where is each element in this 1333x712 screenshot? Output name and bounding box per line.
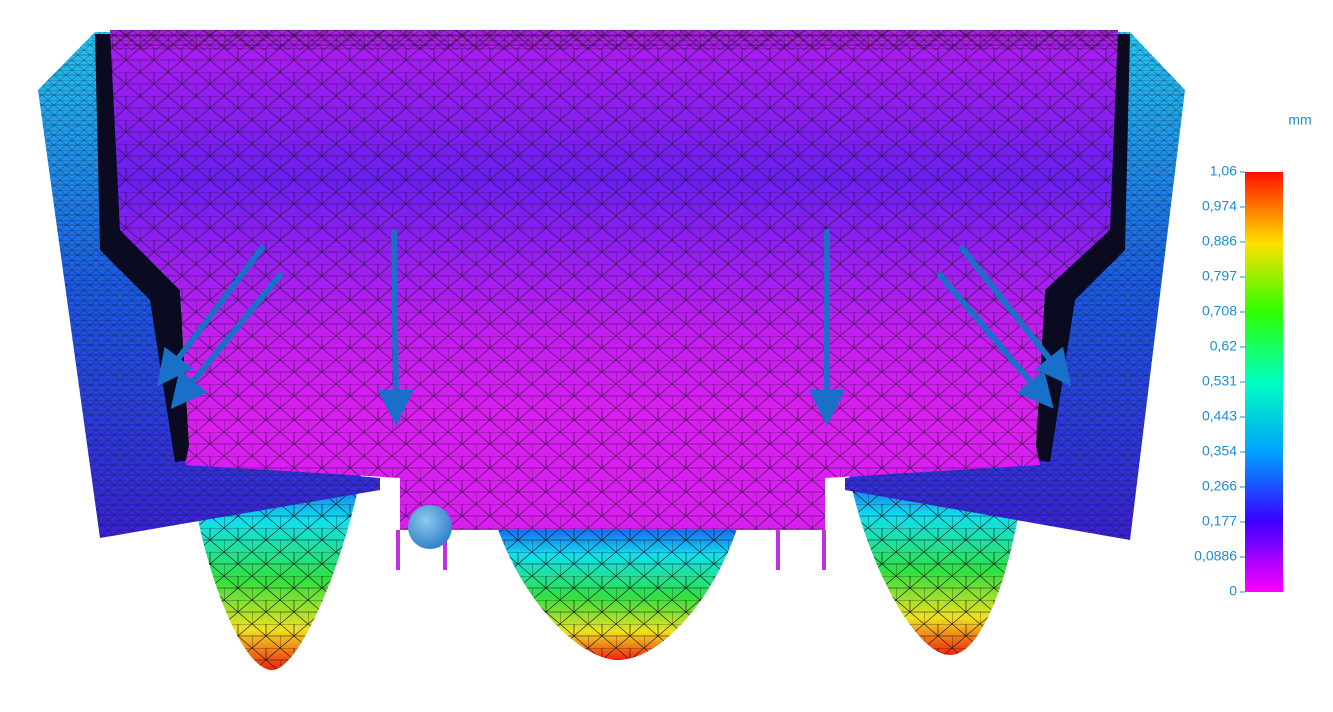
- mesh: [495, 520, 740, 660]
- legend-unit: mm: [1288, 112, 1311, 128]
- model: [38, 30, 1185, 670]
- legend-label: 0,0886: [1194, 548, 1237, 564]
- result-view: mm 1,06 0,974 0,886 0,797 0,708 0,62 0,531 0,44…: [0, 0, 1333, 707]
- sphere: [408, 505, 452, 549]
- legend-label: 0,797: [1202, 268, 1237, 284]
- color-legend: mm 1,06 0,974 0,886 0,797 0,708 0,62 0,531 0,44…: [1194, 112, 1311, 599]
- mesh: [110, 30, 1118, 530]
- color-bar: [1245, 172, 1283, 592]
- legend-label: 0: [1229, 583, 1237, 599]
- legend-label: 1,06: [1210, 163, 1237, 179]
- legend-label: 0,177: [1202, 513, 1237, 529]
- mesh: [110, 30, 1118, 50]
- legend-label: 0,531: [1202, 373, 1237, 389]
- legend-label: 0,886: [1202, 233, 1237, 249]
- legend-label: 0,443: [1202, 408, 1237, 424]
- legend-label: 0,62: [1210, 338, 1237, 354]
- legend-label: 0,708: [1202, 303, 1237, 319]
- legend-label: 0,974: [1202, 198, 1237, 214]
- legend-label: 0,354: [1202, 443, 1237, 459]
- legend-label: 0,266: [1202, 478, 1237, 494]
